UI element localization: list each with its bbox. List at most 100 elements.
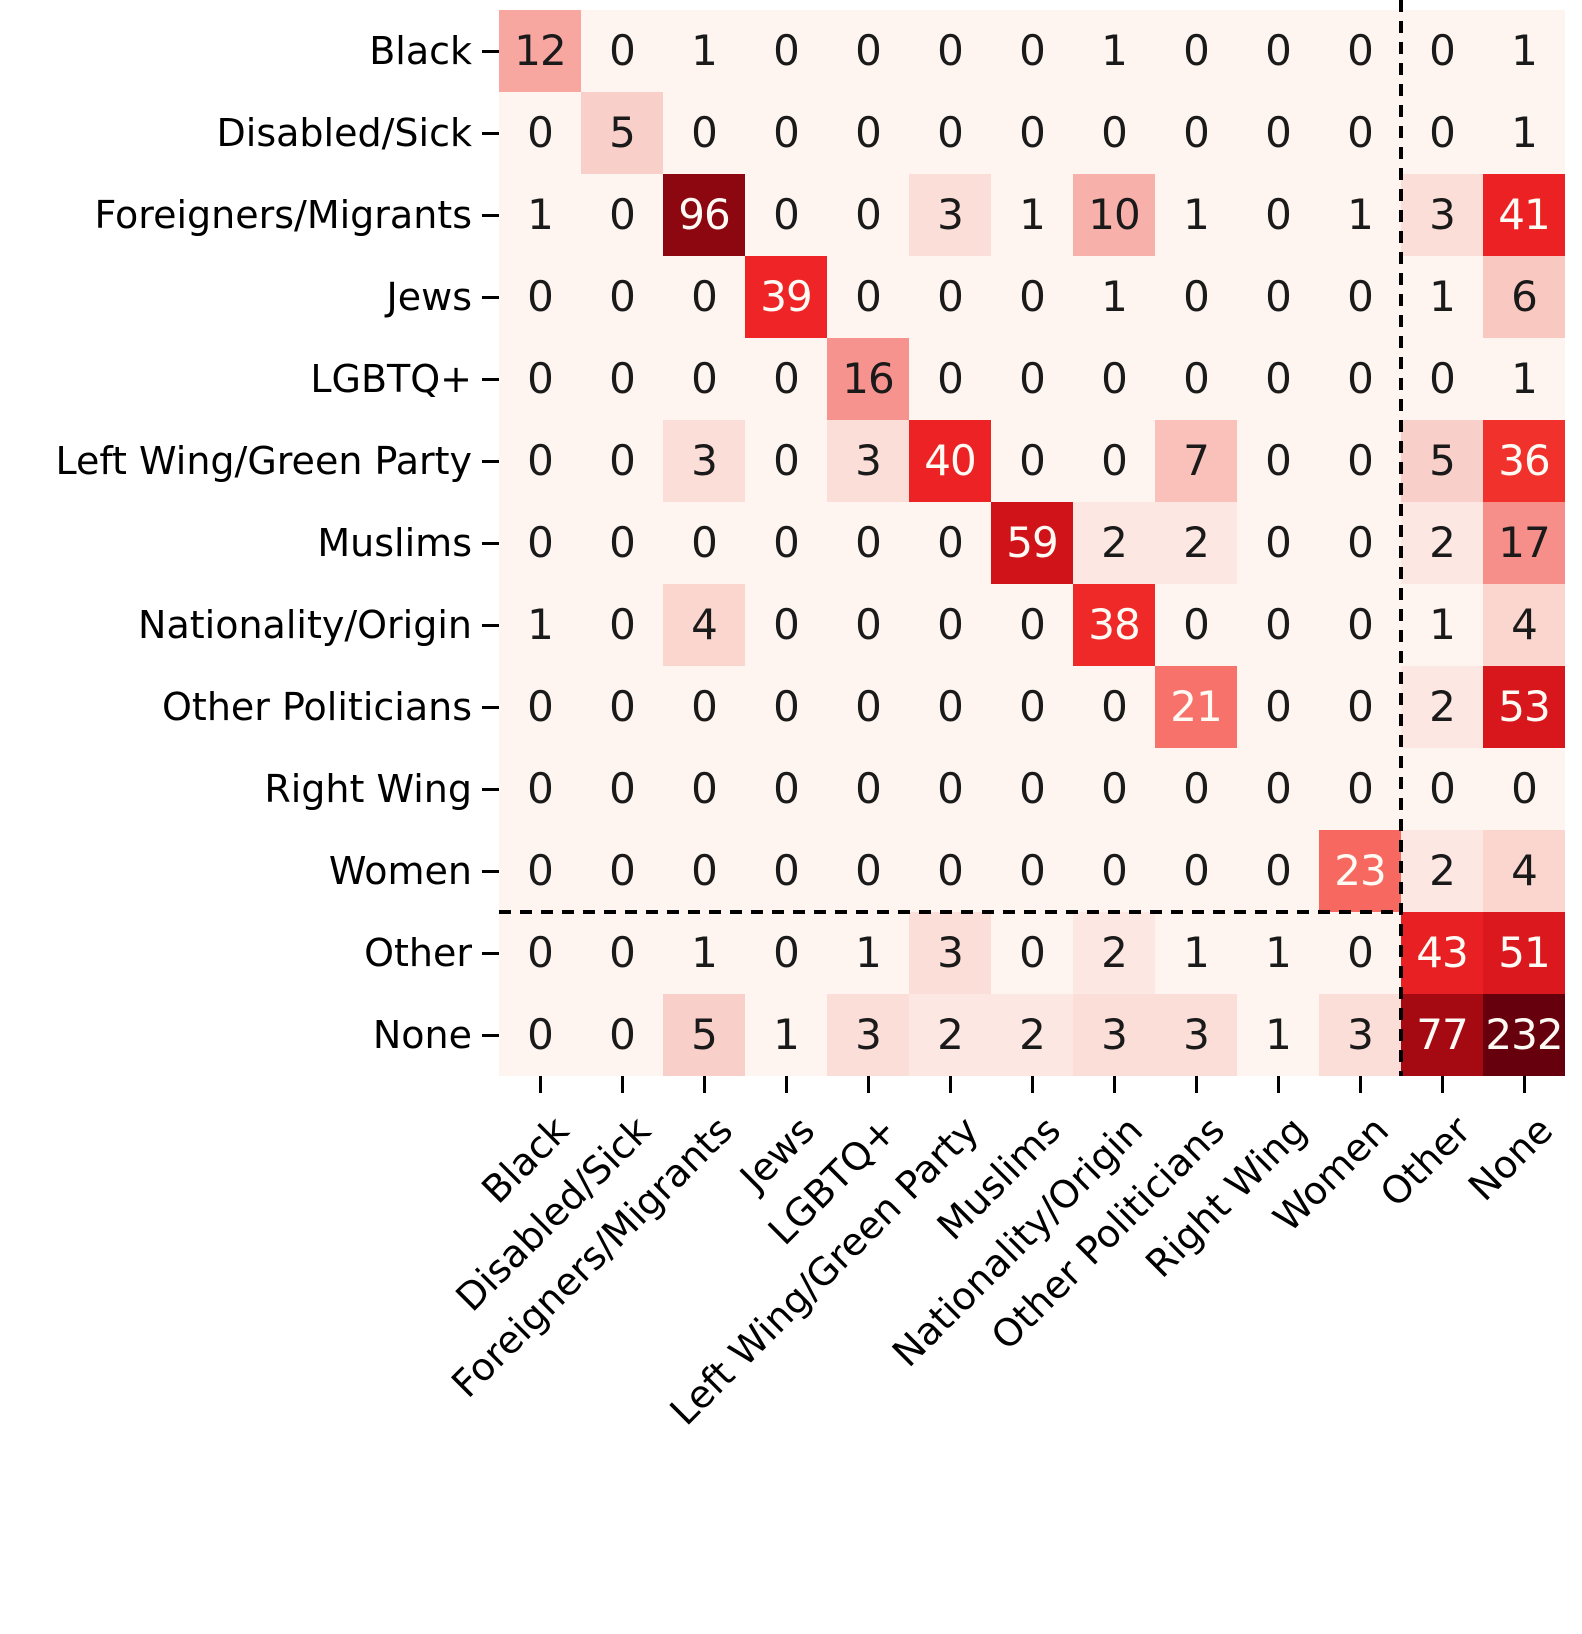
- heatmap-cell: 0: [1237, 830, 1319, 912]
- heatmap-cell: 2: [1155, 502, 1237, 584]
- heatmap-cell: 0: [827, 10, 909, 92]
- heatmap-cell: 0: [663, 666, 745, 748]
- x-tick: [1112, 1076, 1116, 1093]
- y-tick: [482, 295, 499, 299]
- heatmap-cell: 232: [1483, 994, 1565, 1076]
- heatmap-cell: 0: [745, 748, 827, 830]
- x-tick: [866, 1076, 870, 1093]
- heatmap-cell: 1: [1483, 10, 1565, 92]
- heatmap-cell: 3: [1319, 994, 1401, 1076]
- heatmap-cell: 1: [1155, 912, 1237, 994]
- heatmap-cell: 4: [1483, 584, 1565, 666]
- y-tick-label: LGBTQ+: [310, 357, 472, 401]
- heatmap-cell: 2: [1073, 912, 1155, 994]
- heatmap-cell: 0: [1319, 256, 1401, 338]
- heatmap-cell: 0: [1237, 256, 1319, 338]
- heatmap-cell: 1: [1237, 912, 1319, 994]
- heatmap-cell: 1: [991, 174, 1073, 256]
- heatmap-cell: 0: [499, 92, 581, 174]
- heatmap-cell: 1: [1401, 256, 1483, 338]
- heatmap-cell: 3: [909, 174, 991, 256]
- heatmap-cell: 4: [663, 584, 745, 666]
- heatmap-cell: 3: [663, 420, 745, 502]
- heatmap-cell: 0: [745, 174, 827, 256]
- heatmap-cell: 0: [1155, 10, 1237, 92]
- heatmap-cell: 0: [1237, 584, 1319, 666]
- heatmap-cell: 0: [745, 502, 827, 584]
- heatmap-cell: 0: [1155, 830, 1237, 912]
- heatmap-cell: 0: [663, 256, 745, 338]
- heatmap-cell: 0: [581, 174, 663, 256]
- heatmap-cell: 0: [827, 256, 909, 338]
- heatmap-cell: 0: [663, 502, 745, 584]
- heatmap-cell: 0: [827, 174, 909, 256]
- heatmap-cell: 0: [991, 92, 1073, 174]
- heatmap-cell: 2: [991, 994, 1073, 1076]
- x-tick: [620, 1076, 624, 1093]
- heatmap-cell: 0: [499, 830, 581, 912]
- heatmap-cell: 0: [1319, 420, 1401, 502]
- heatmap-cell: 4: [1483, 830, 1565, 912]
- heatmap-cell: 38: [1073, 584, 1155, 666]
- heatmap-cell: 0: [1319, 584, 1401, 666]
- y-tick: [482, 377, 499, 381]
- y-tick-label: Foreigners/Migrants: [94, 193, 472, 237]
- heatmap-cell: 0: [1401, 748, 1483, 830]
- y-tick: [482, 1033, 499, 1037]
- heatmap-cell: 51: [1483, 912, 1565, 994]
- heatmap-cell: 0: [581, 420, 663, 502]
- y-tick-label: Right Wing: [264, 767, 472, 811]
- x-tick: [784, 1076, 788, 1093]
- heatmap-cell: 1: [663, 10, 745, 92]
- heatmap-cell: 0: [827, 502, 909, 584]
- heatmap-cell: 0: [991, 338, 1073, 420]
- heatmap-cell: 0: [499, 256, 581, 338]
- x-tick: [538, 1076, 542, 1093]
- heatmap-cell: 0: [1237, 748, 1319, 830]
- y-tick-label: Women: [328, 849, 472, 893]
- heatmap-cell: 1: [1237, 994, 1319, 1076]
- heatmap-cell: 0: [1319, 10, 1401, 92]
- heatmap-cell: 0: [1073, 666, 1155, 748]
- heatmap-cell: 43: [1401, 912, 1483, 994]
- y-tick-label: Disabled/Sick: [216, 111, 472, 155]
- heatmap-cell: 3: [1155, 994, 1237, 1076]
- heatmap-cell: 0: [991, 666, 1073, 748]
- heatmap-cell: 7: [1155, 420, 1237, 502]
- y-tick: [482, 213, 499, 217]
- heatmap-cell: 0: [827, 830, 909, 912]
- row-separator-dashed-line: [499, 910, 1401, 914]
- heatmap-cell: 0: [1237, 10, 1319, 92]
- heatmap-cell: 3: [1073, 994, 1155, 1076]
- heatmap-cell: 0: [1237, 502, 1319, 584]
- y-tick: [482, 541, 499, 545]
- x-tick: [948, 1076, 952, 1093]
- y-tick-label: Left Wing/Green Party: [55, 439, 472, 483]
- heatmap-cell: 0: [1237, 174, 1319, 256]
- heatmap-cell: 0: [581, 666, 663, 748]
- heatmap-cell: 17: [1483, 502, 1565, 584]
- heatmap-cell: 0: [663, 338, 745, 420]
- heatmap-cell: 0: [499, 912, 581, 994]
- y-tick: [482, 705, 499, 709]
- heatmap-cell: 0: [1155, 338, 1237, 420]
- confusion-matrix-figure: 12 0 1 0 0 0 0 1 0 0 0 0 1 0 5 0 0 0 0 0 0 0 0 0 0 1 1 0 96 0 0 3 1 10 1 0 1…: [55, 0, 1565, 1434]
- heatmap-cell: 0: [1073, 748, 1155, 830]
- y-tick-label: None: [372, 1013, 472, 1057]
- heatmap-cell: 0: [499, 748, 581, 830]
- heatmap-cell: 0: [909, 748, 991, 830]
- heatmap-cell: 0: [745, 666, 827, 748]
- heatmap-cell: 77: [1401, 994, 1483, 1076]
- heatmap-cell: 0: [745, 830, 827, 912]
- heatmap-cell: 41: [1483, 174, 1565, 256]
- heatmap-cell: 0: [581, 748, 663, 830]
- heatmap-cell: 1: [1483, 338, 1565, 420]
- y-tick-label: Nationality/Origin: [138, 603, 472, 647]
- heatmap-cell: 1: [745, 994, 827, 1076]
- heatmap-cell: 0: [499, 338, 581, 420]
- x-tick: [1522, 1076, 1526, 1093]
- heatmap-cell: 2: [1401, 666, 1483, 748]
- x-tick: [1194, 1076, 1198, 1093]
- heatmap-cell: 0: [581, 912, 663, 994]
- heatmap-cell: 0: [581, 502, 663, 584]
